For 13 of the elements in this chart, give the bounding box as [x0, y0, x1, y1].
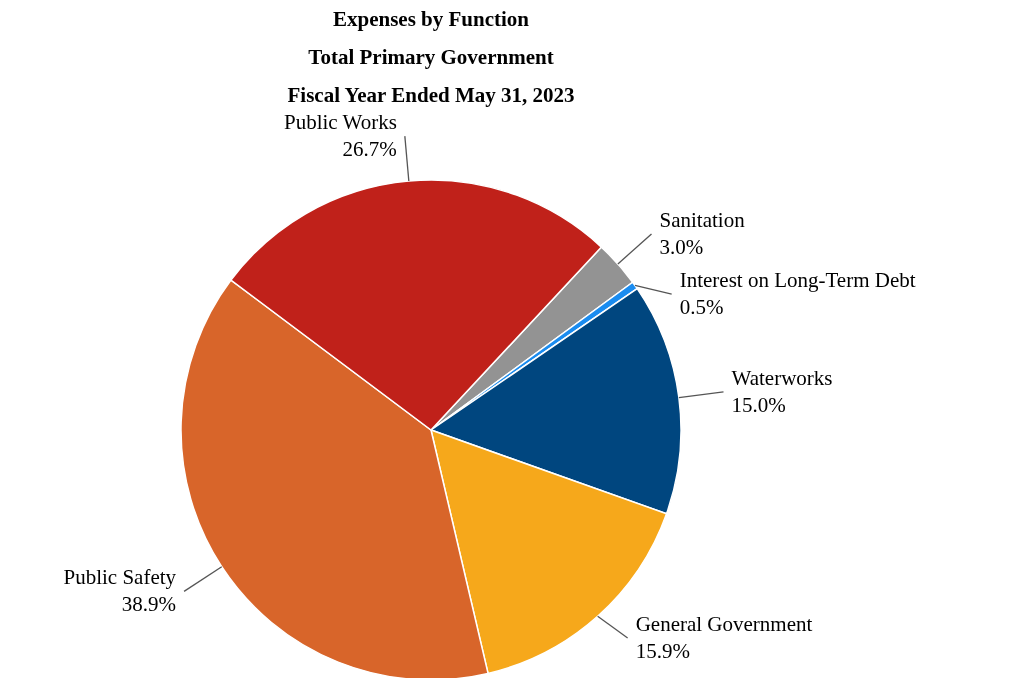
slice-label: Public Works [283, 110, 397, 135]
slice-label: General Government [635, 612, 813, 636]
data-label: 38.9% [121, 592, 177, 617]
slice-label: Waterworks [731, 365, 833, 390]
chart-title: Expenses by Function Total Primary Government Fiscal Year Ended May 31, 2023 [287, 7, 575, 107]
data-label: 26.7% [342, 137, 397, 162]
data-label: 3.0% [659, 235, 704, 260]
slice-label: Interest on Long-Term Debt [679, 268, 916, 293]
slice-label: Public Safety [63, 565, 177, 590]
data-label: 15.9% [635, 639, 690, 663]
data-label: 0.5% [679, 295, 724, 320]
data-label: 15.0% [731, 392, 786, 417]
slice-label: Sanitation [659, 208, 746, 233]
